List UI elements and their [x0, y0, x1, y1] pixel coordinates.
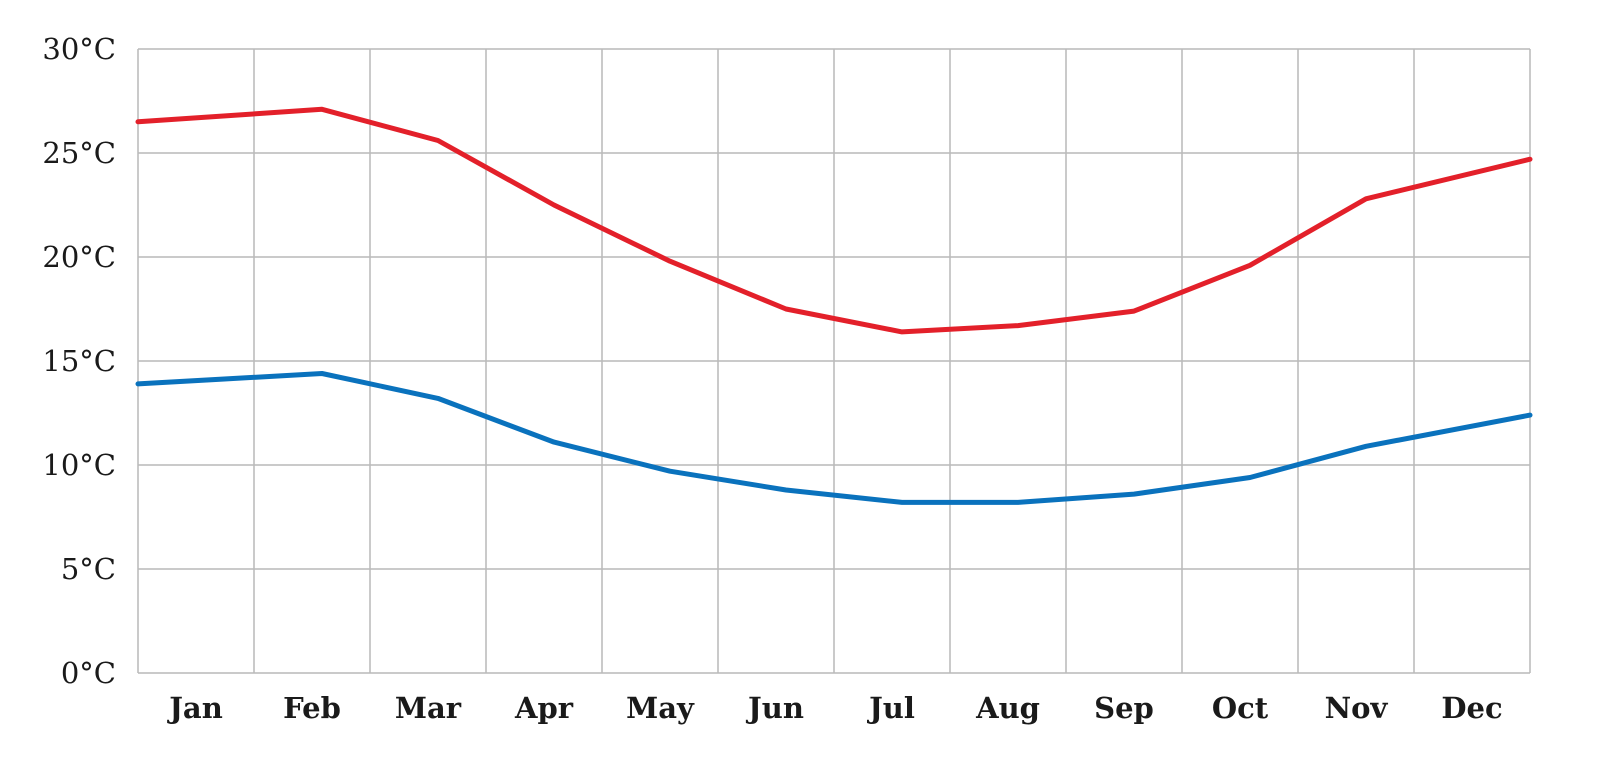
y-tick-label: 30°C: [42, 32, 116, 66]
x-tick-label-may: May: [626, 691, 695, 725]
x-tick-label-nov: Nov: [1325, 691, 1389, 725]
x-tick-label-apr: Apr: [514, 691, 574, 725]
series-line-0: [135, 106, 1533, 335]
x-tick-label-oct: Oct: [1212, 691, 1269, 725]
y-axis-tick-labels: 0°C 5°C 10°C 15°C 20°C 25°C 30°C: [42, 32, 116, 690]
y-tick-label: 20°C: [42, 240, 116, 274]
x-tick-label-jun: Jun: [745, 691, 804, 725]
y-tick-label: 5°C: [61, 552, 116, 586]
y-tick-label: 0°C: [61, 656, 116, 690]
x-tick-label-feb: Feb: [283, 691, 341, 725]
y-tick-label: 25°C: [42, 136, 116, 170]
x-tick-label-jan: Jan: [166, 691, 223, 725]
x-tick-label-sep: Sep: [1094, 691, 1154, 725]
y-tick-label: 15°C: [42, 344, 116, 378]
vertical-gridlines: [137, 49, 1531, 673]
series-lines: [135, 106, 1533, 505]
x-tick-label-dec: Dec: [1441, 691, 1502, 725]
x-tick-label-aug: Aug: [975, 691, 1040, 725]
x-axis-tick-labels: Jan Feb Mar Apr May Jun Jul Aug Sep Oct Nov Dec: [166, 691, 1502, 725]
x-tick-label-jul: Jul: [866, 691, 915, 725]
x-tick-label-mar: Mar: [395, 691, 462, 725]
series-line-1: [135, 371, 1533, 505]
y-tick-label: 10°C: [42, 448, 116, 482]
